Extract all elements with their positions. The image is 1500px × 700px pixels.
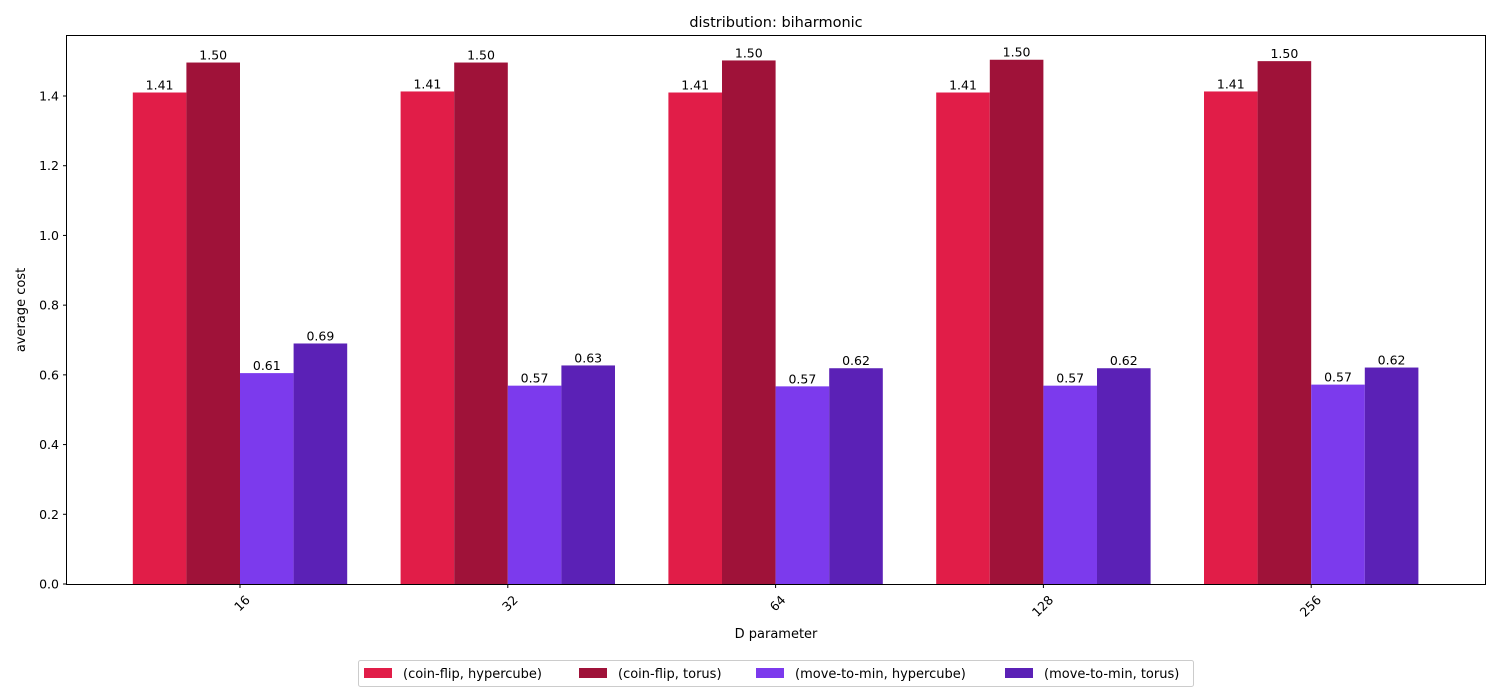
bar bbox=[561, 365, 615, 584]
y-tick-label: 0.6 bbox=[39, 367, 59, 382]
bar-value-label: 0.63 bbox=[574, 350, 602, 365]
legend-swatch bbox=[1005, 668, 1033, 678]
x-tick-label: 16 bbox=[231, 592, 253, 614]
bar-value-label: 0.62 bbox=[1110, 353, 1138, 368]
bar-value-label: 0.57 bbox=[788, 371, 816, 386]
bar bbox=[454, 62, 508, 584]
bar-value-label: 1.50 bbox=[199, 48, 227, 63]
chart-title: distribution: biharmonic bbox=[689, 15, 862, 31]
y-axis-label: average cost bbox=[14, 268, 29, 352]
bar bbox=[240, 373, 294, 584]
x-axis-label: D parameter bbox=[735, 627, 818, 642]
bar bbox=[507, 385, 562, 584]
y-tick-label: 1.2 bbox=[39, 158, 59, 173]
bar bbox=[186, 62, 240, 584]
bar-value-label: 1.50 bbox=[1270, 46, 1298, 61]
bar bbox=[989, 59, 1044, 584]
bar-value-label: 1.41 bbox=[413, 76, 441, 91]
bar bbox=[1311, 384, 1365, 584]
y-tick-label: 1.0 bbox=[39, 228, 59, 243]
y-tick-label: 1.4 bbox=[39, 89, 59, 104]
bar-value-label: 1.41 bbox=[681, 78, 709, 93]
bar-value-label: 0.57 bbox=[521, 371, 549, 386]
x-axis: 16 32 64 128 256 bbox=[231, 584, 1324, 620]
legend-swatch bbox=[364, 668, 392, 678]
bars-group bbox=[132, 59, 1419, 585]
y-tick-label: 0.4 bbox=[39, 437, 59, 452]
bar-value-label: 1.50 bbox=[735, 45, 763, 60]
x-tick-label: 256 bbox=[1297, 592, 1325, 620]
y-axis: 0.0 0.2 0.4 0.6 0.8 1.0 1.2 1.4 bbox=[39, 89, 67, 592]
bar-value-label: 0.69 bbox=[306, 328, 334, 343]
legend-entry-label: (move-to-min, torus) bbox=[1044, 667, 1179, 682]
bar-value-label: 0.57 bbox=[1324, 370, 1352, 385]
x-tick-label: 64 bbox=[767, 592, 789, 614]
bar bbox=[132, 92, 187, 584]
bar bbox=[293, 343, 348, 584]
bar bbox=[1097, 368, 1151, 584]
bar-value-label: 1.41 bbox=[146, 78, 174, 93]
bar-value-label: 1.50 bbox=[467, 48, 495, 63]
y-tick-label: 0.8 bbox=[39, 298, 59, 313]
y-tick-label: 0.0 bbox=[39, 577, 59, 592]
bar bbox=[400, 91, 455, 585]
x-tick-label: 128 bbox=[1029, 592, 1057, 620]
bar-value-label: 1.41 bbox=[1217, 76, 1245, 91]
legend-swatch bbox=[756, 668, 784, 678]
legend-entry-label: (move-to-min, hypercube) bbox=[795, 667, 966, 682]
bar bbox=[1043, 385, 1097, 584]
bar-value-label: 1.41 bbox=[949, 78, 977, 93]
bar bbox=[1257, 61, 1312, 584]
bar-labels-group: 1.41 1.50 0.61 0.69 1.41 1.50 0.57 0.63 1.41 1.50… bbox=[146, 45, 1406, 387]
legend-entry-label: (coin-flip, hypercube) bbox=[403, 667, 542, 682]
bar-value-label: 0.62 bbox=[1378, 353, 1406, 368]
bar bbox=[668, 92, 722, 584]
bar bbox=[936, 92, 990, 584]
bar-value-label: 0.62 bbox=[842, 353, 870, 368]
bar bbox=[1364, 367, 1419, 584]
bar-value-label: 0.61 bbox=[253, 358, 281, 373]
bar-value-label: 1.50 bbox=[1003, 45, 1031, 60]
bar-value-label: 0.57 bbox=[1056, 371, 1084, 386]
legend: (coin-flip, hypercube) (coin-flip, torus)… bbox=[358, 660, 1194, 687]
legend-entry-label: (coin-flip, torus) bbox=[618, 667, 722, 682]
x-tick-label: 32 bbox=[499, 592, 521, 614]
bar bbox=[829, 368, 883, 584]
y-tick-label: 0.2 bbox=[39, 507, 59, 522]
bar bbox=[775, 386, 830, 584]
bar bbox=[1204, 91, 1258, 585]
bar bbox=[722, 60, 776, 584]
legend-swatch bbox=[579, 668, 607, 678]
